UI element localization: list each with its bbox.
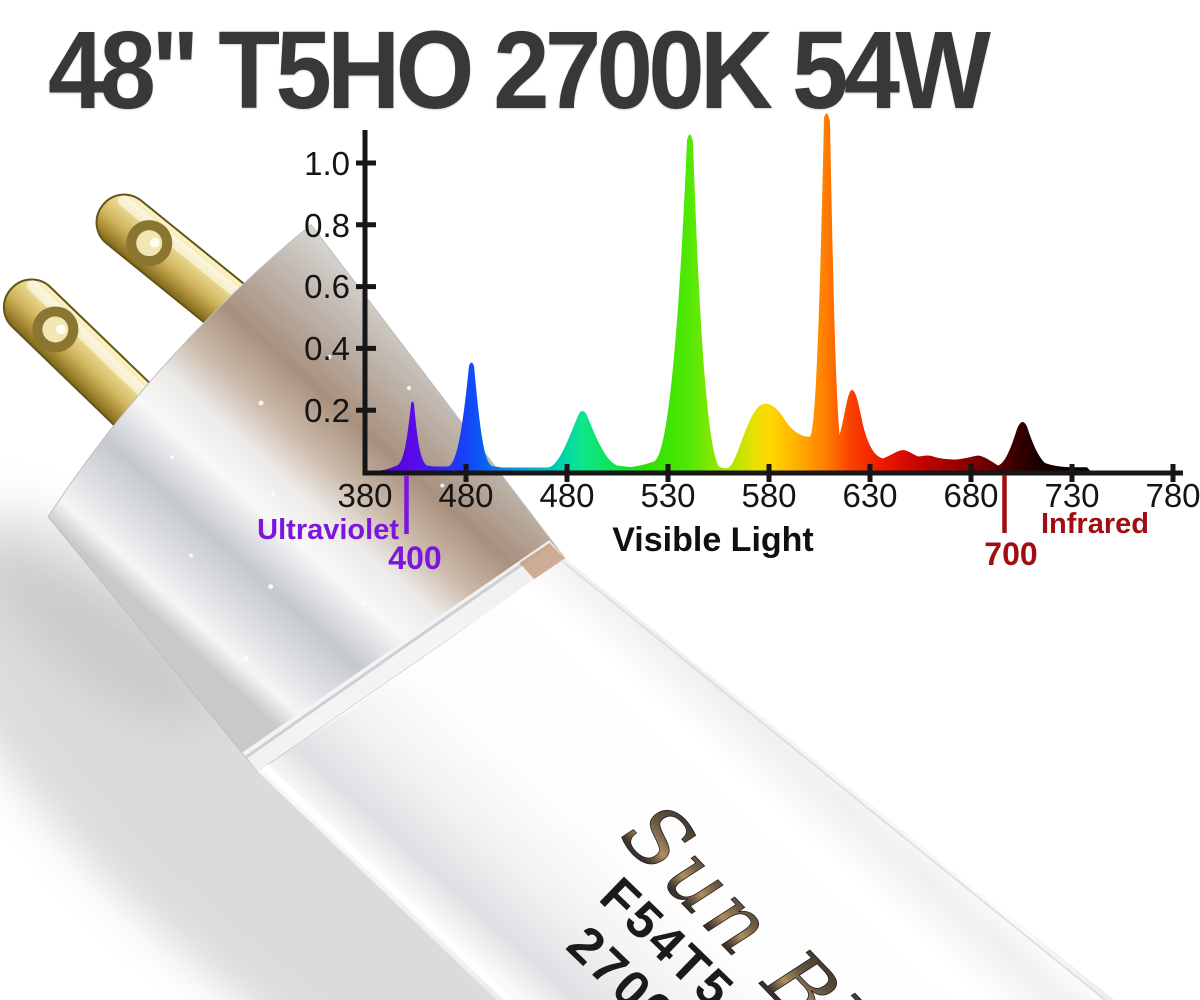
ultraviolet-label: Ultraviolet — [257, 514, 399, 546]
visible-light-label: Visible Light — [612, 521, 814, 559]
glass-tube — [257, 558, 1200, 1000]
x-ticks — [463, 464, 1176, 482]
y-tick-label: 1.0 — [304, 145, 350, 182]
metal-end-cap — [47, 224, 566, 773]
axes — [362, 130, 1183, 476]
x-tick-label: 580 — [741, 477, 796, 514]
x-tick-label: 480 — [438, 477, 493, 514]
y-tick-label: 0.6 — [304, 268, 350, 305]
y-tick-label: 0.8 — [304, 207, 350, 244]
page-title: 48" T5HO 2700K 54W — [48, 9, 991, 132]
y-tick-label: 0.4 — [304, 330, 350, 367]
x-tick-label: 530 — [640, 477, 695, 514]
x-tick-label: 730 — [1044, 477, 1099, 514]
x-tick-label: 630 — [842, 477, 897, 514]
y-ticks — [356, 160, 376, 413]
x-tick-label: 780 — [1145, 477, 1200, 514]
infrared-label: Infrared — [1041, 508, 1149, 540]
x-tick-label: 680 — [943, 477, 998, 514]
uv-wavelength-label: 400 — [388, 540, 441, 576]
ir-wavelength-label: 700 — [984, 536, 1037, 572]
y-tick-labels: 1.0 0.8 0.6 0.4 0.2 — [304, 145, 350, 429]
x-tick-labels: 380 480 480 530 580 630 680 730 780 — [337, 477, 1200, 514]
x-tick-label: 480 — [539, 477, 594, 514]
x-tick-label: 380 — [337, 477, 392, 514]
bi-pin-lower — [2, 278, 174, 446]
spectrum-area — [365, 113, 1183, 474]
cap-cast-shadow — [0, 505, 214, 725]
bulb-cast-shadow — [0, 542, 581, 1000]
y-tick-label: 0.2 — [304, 392, 350, 429]
